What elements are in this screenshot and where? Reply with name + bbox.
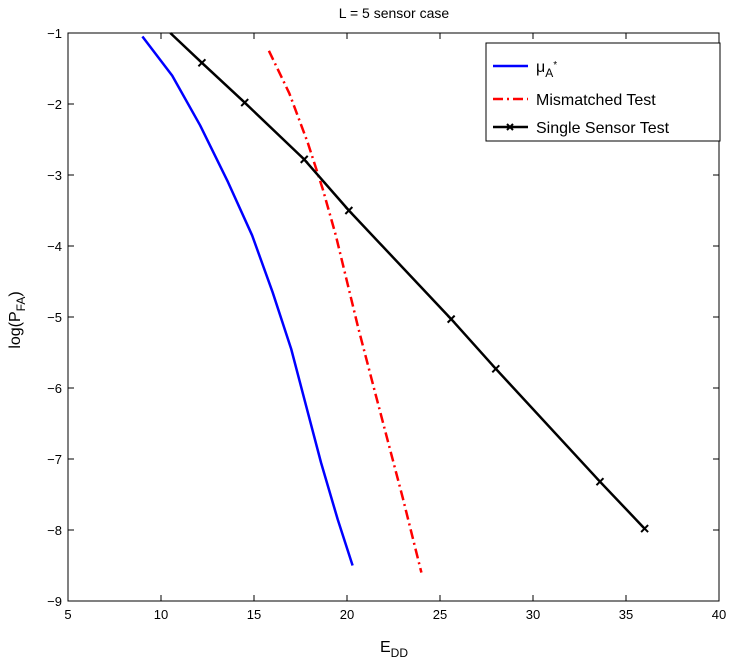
series-marker-2-1 [197,58,207,68]
y-tick-label: −7 [47,452,62,467]
series-marker-2-2 [240,98,249,107]
x-axis-title: EDD [380,639,408,660]
series-marker-2-6 [491,364,501,374]
y-axis-title: log(PFA) [7,291,28,348]
legend-entry-single-sensor: Single Sensor Test [493,120,670,137]
legend-label-mu-sub: A [545,66,553,80]
legend-entry-mu: μA* [493,59,557,80]
x-tick-label: 10 [154,607,168,622]
series-marker-2-4 [344,206,354,215]
legend-label-mu: μA* [536,59,557,80]
y-axis-title-base: log(P [7,311,24,348]
x-axis-title-base: E [380,639,391,656]
chart-title: L = 5 sensor case [339,5,450,21]
y-tick-label: −6 [47,381,62,396]
legend-entry-mismatched: Mismatched Test [493,92,656,109]
x-tick-label: 40 [712,607,726,622]
y-tick-label: −5 [47,310,62,325]
y-axis-title-sub: FA [14,297,28,312]
series-line-1 [267,50,423,573]
y-tick-label: −3 [47,168,62,183]
x-tick-label: 20 [340,607,354,622]
legend-label-mismatched: Mismatched Test [536,92,656,109]
y-axis-title-suffix: ) [7,291,24,296]
series-line-0 [141,35,354,566]
x-tick-label: 25 [433,607,447,622]
legend-label-mu-sup: * [553,60,557,71]
legend-label-mu-base: μ [536,59,545,76]
x-tick-label: 30 [526,607,540,622]
y-tick-label: −8 [47,523,62,538]
y-tick-label: −4 [47,239,62,254]
y-tick-label: −1 [47,26,62,41]
legend-box [485,42,721,142]
x-tick-label: 35 [619,607,633,622]
series-layer [141,32,649,573]
series-marker-2-5 [446,314,456,324]
x-tick-label: 15 [247,607,261,622]
x-axis-title-sub: DD [391,646,409,660]
legend: μA* Mismatched Test Single Sensor Test [485,42,721,142]
series-marker-2-7 [595,477,605,486]
y-tick-label: −9 [47,594,62,609]
y-tick-label: −2 [47,97,62,112]
series-marker-2-8 [640,524,649,533]
x-tick-label: 5 [64,607,71,622]
legend-marker-single-sensor [506,123,514,131]
series-marker-2-3 [300,155,309,164]
legend-label-single-sensor: Single Sensor Test [536,120,670,137]
axes-layer: 5 10 15 20 25 30 35 40 −9 −8 −7 −6 −5 −4 −3 −2 −1 [47,26,726,622]
